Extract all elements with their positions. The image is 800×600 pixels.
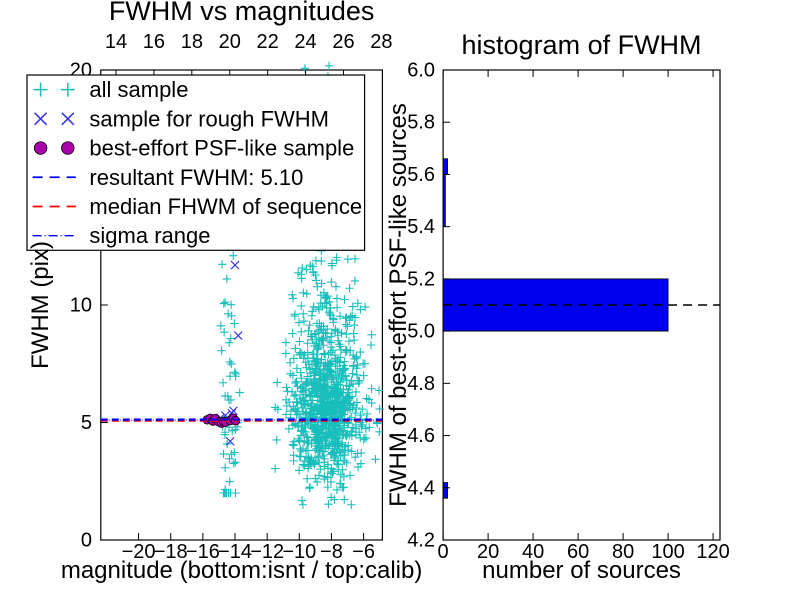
- svg-text:sigma range: sigma range: [89, 223, 210, 248]
- svg-text:4.2: 4.2: [407, 530, 435, 552]
- svg-text:FWHM of best-effort PSF-like s: FWHM of best-effort PSF-like sources: [385, 103, 412, 507]
- svg-text:FWHM (pix): FWHM (pix): [27, 241, 54, 369]
- svg-text:histogram of FWHM: histogram of FWHM: [462, 30, 702, 60]
- svg-text:number of sources: number of sources: [482, 557, 681, 584]
- svg-text:resultant FWHM: 5.10: resultant FWHM: 5.10: [89, 165, 303, 190]
- svg-text:all sample: all sample: [89, 77, 188, 102]
- svg-text:120: 120: [696, 541, 729, 563]
- svg-text:sample for rough FWHM: sample for rough FWHM: [89, 106, 329, 131]
- svg-text:10: 10: [70, 295, 92, 317]
- svg-text:14: 14: [105, 31, 127, 53]
- svg-text:FWHM vs magnitudes: FWHM vs magnitudes: [109, 0, 375, 26]
- svg-text:6.0: 6.0: [407, 60, 435, 82]
- svg-text:magnitude (bottom:isnt / top:c: magnitude (bottom:isnt / top:calib): [61, 557, 423, 584]
- svg-text:16: 16: [143, 31, 165, 53]
- svg-text:18: 18: [181, 31, 203, 53]
- svg-text:0: 0: [81, 530, 92, 552]
- svg-text:24: 24: [294, 31, 316, 53]
- svg-text:best-effort PSF-like sample: best-effort PSF-like sample: [89, 136, 354, 161]
- svg-text:20: 20: [219, 31, 241, 53]
- svg-text:0: 0: [438, 541, 449, 563]
- svg-text:22: 22: [257, 31, 279, 53]
- svg-text:median FHWM of sequence: median FHWM of sequence: [89, 194, 362, 219]
- svg-text:5: 5: [81, 412, 92, 434]
- svg-text:28: 28: [370, 31, 392, 53]
- svg-text:26: 26: [332, 31, 354, 53]
